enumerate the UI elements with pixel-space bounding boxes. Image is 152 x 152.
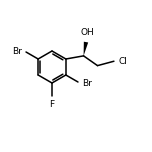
- Text: F: F: [49, 100, 55, 109]
- Text: OH: OH: [80, 28, 94, 37]
- Polygon shape: [84, 42, 88, 56]
- Text: Br: Br: [82, 78, 92, 88]
- Text: Br: Br: [12, 47, 22, 55]
- Text: Cl: Cl: [119, 57, 128, 66]
